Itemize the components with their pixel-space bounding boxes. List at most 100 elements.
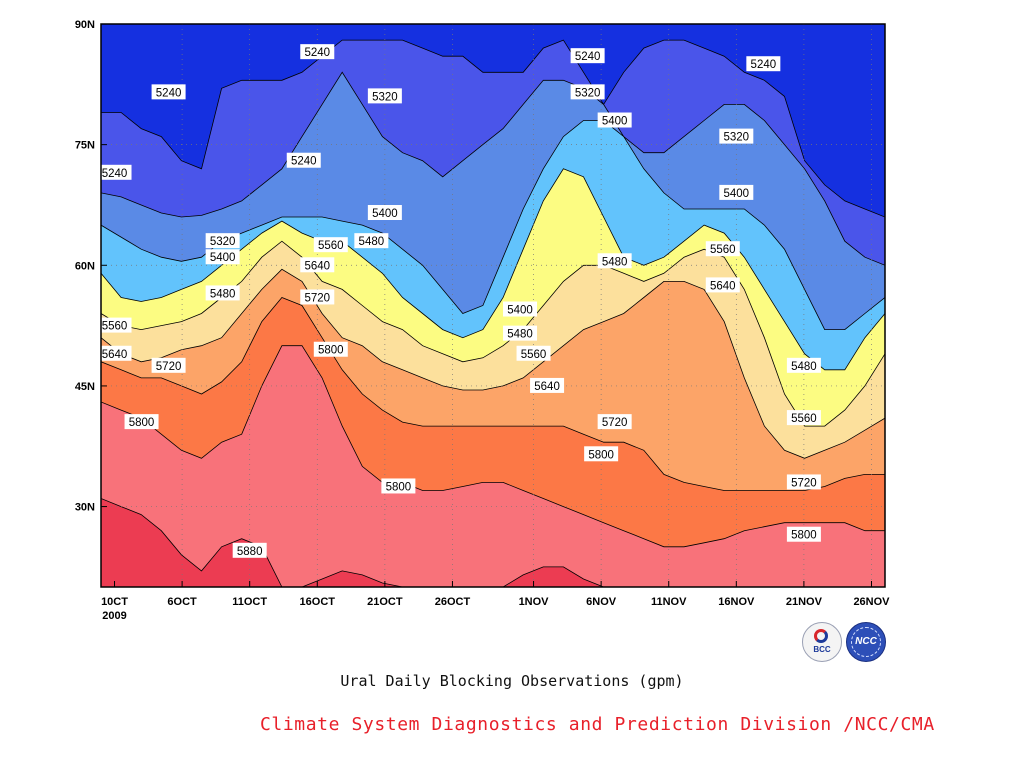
contour-label: 5640 xyxy=(300,257,335,273)
contour-label: 5720 xyxy=(151,357,186,373)
x-tick-year: 2009 xyxy=(102,610,126,622)
contour-label-text: 5560 xyxy=(710,244,736,256)
credit-text: Climate System Diagnostics and Predictio… xyxy=(260,714,935,735)
contour-label: 5240 xyxy=(300,44,335,60)
contour-label-text: 5320 xyxy=(575,87,601,99)
contour-label: 5800 xyxy=(381,478,416,494)
contour-label-text: 5800 xyxy=(318,345,344,357)
y-tick-label: 45N xyxy=(75,381,95,393)
contour-label-text: 5560 xyxy=(102,321,128,333)
contour-label-text: 5640 xyxy=(534,381,560,393)
bcc-logo: BCC xyxy=(802,622,842,662)
contour-label: 5560 xyxy=(705,241,740,257)
x-tick-label: 1NOV xyxy=(519,596,550,608)
contour-label-text: 5320 xyxy=(210,236,236,248)
ncc-logo: NCC xyxy=(846,622,886,662)
contour-label-text: 5800 xyxy=(129,417,155,429)
contour-label-text: 5400 xyxy=(507,305,533,317)
contour-label: 5240 xyxy=(286,152,321,168)
contour-label-text: 5480 xyxy=(359,236,385,248)
contour-label-text: 5800 xyxy=(386,481,412,493)
ncc-logo-text: NCC xyxy=(855,636,877,647)
contour-label: 5480 xyxy=(205,285,240,301)
x-tick-label: 11NOV xyxy=(651,596,687,608)
contour-label-text: 5560 xyxy=(521,349,547,361)
contour-label: 5400 xyxy=(503,301,538,317)
contour-label-text: 5240 xyxy=(102,168,128,180)
contour-label-text: 5320 xyxy=(372,91,398,103)
bcc-logo-text: BCC xyxy=(813,645,831,654)
contour-label-text: 5640 xyxy=(102,349,128,361)
y-tick-label: 30N xyxy=(75,502,95,514)
contour-fills xyxy=(101,24,885,587)
contour-line xyxy=(101,498,885,587)
ncc-globe-icon xyxy=(851,627,881,657)
contour-label: 5480 xyxy=(597,253,632,269)
contour-label: 5640 xyxy=(705,277,740,293)
contour-label-text: 5640 xyxy=(304,260,330,272)
contour-label-text: 5320 xyxy=(724,132,750,144)
contour-label: 5800 xyxy=(584,446,619,462)
axis-ticks: 10CT 6OCT 11OCT 16OCT 21OCT 26OCT 1NOV 6NOV 11NO… xyxy=(75,19,890,622)
contour-label: 5720 xyxy=(786,474,821,490)
contour-label: 5560 xyxy=(516,345,551,361)
grid-lines xyxy=(101,24,885,587)
contour-label-text: 5240 xyxy=(751,59,777,71)
contour-line xyxy=(101,297,885,491)
contour-line xyxy=(101,345,885,548)
contour-label: 5400 xyxy=(367,205,402,221)
band-fill xyxy=(101,498,885,587)
contour-label-text: 5240 xyxy=(291,156,317,168)
contour-chart: 5240 5240 5240 5240 5240 5240 5320 5320 5320 5320… xyxy=(75,19,890,622)
contour-label-text: 5480 xyxy=(210,288,236,300)
contour-label: 5560 xyxy=(97,317,132,333)
contour-label: 5880 xyxy=(232,542,267,558)
contour-label: 5640 xyxy=(97,345,132,361)
chart-title: Ural Daily Blocking Observations (gpm) xyxy=(340,672,684,690)
x-tick-label: 6NOV xyxy=(586,596,617,608)
contour-label: 5400 xyxy=(719,184,754,200)
contour-line xyxy=(101,71,885,266)
contour-label-text: 5720 xyxy=(304,292,330,304)
contour-label: 5480 xyxy=(503,325,538,341)
contour-label-text: 5560 xyxy=(791,413,817,425)
contour-label-text: 5560 xyxy=(318,240,344,252)
contour-label: 5560 xyxy=(313,237,348,253)
contour-line xyxy=(101,268,885,459)
contour-label-text: 5400 xyxy=(210,252,236,264)
x-tick-label: 26OCT xyxy=(435,596,471,608)
contour-label-text: 5240 xyxy=(304,47,330,59)
contour-label-text: 5480 xyxy=(791,361,817,373)
y-tick-label: 60N xyxy=(75,260,95,272)
contour-label: 5400 xyxy=(205,249,240,265)
x-tick-label: 6OCT xyxy=(167,596,197,608)
y-tick-label: 75N xyxy=(75,140,95,152)
x-tick-label: 16OCT xyxy=(300,596,336,608)
x-tick-label: 26NOV xyxy=(853,596,890,608)
bcc-swirl-icon xyxy=(814,629,828,643)
contour-label-text: 5240 xyxy=(575,51,601,63)
contour-label-text: 5720 xyxy=(791,477,817,489)
contour-label: 5240 xyxy=(570,48,605,64)
contour-label-text: 5400 xyxy=(724,188,750,200)
contour-label-text: 5240 xyxy=(156,87,182,99)
contour-label-text: 5880 xyxy=(237,546,263,558)
contour-label-text: 5800 xyxy=(791,530,817,542)
contour-label-text: 5400 xyxy=(602,116,628,128)
plot-frame xyxy=(100,23,886,588)
contour-label: 5320 xyxy=(570,84,605,100)
contour-label: 5640 xyxy=(530,377,565,393)
contour-label: 5800 xyxy=(786,526,821,542)
contour-label: 5480 xyxy=(354,233,389,249)
contour-label: 5800 xyxy=(124,414,159,430)
contour-label-text: 5640 xyxy=(710,280,736,292)
contour-label: 5240 xyxy=(97,164,132,180)
contour-label-text: 5720 xyxy=(602,417,628,429)
contour-label-text: 5480 xyxy=(507,329,533,341)
contour-label: 5240 xyxy=(151,84,186,100)
contour-label-text: 5800 xyxy=(588,449,614,461)
x-tick-label: 11OCT xyxy=(232,596,267,608)
contour-label: 5320 xyxy=(719,128,754,144)
x-tick-label: 10CT xyxy=(101,596,128,608)
contour-label: 5720 xyxy=(597,414,632,430)
